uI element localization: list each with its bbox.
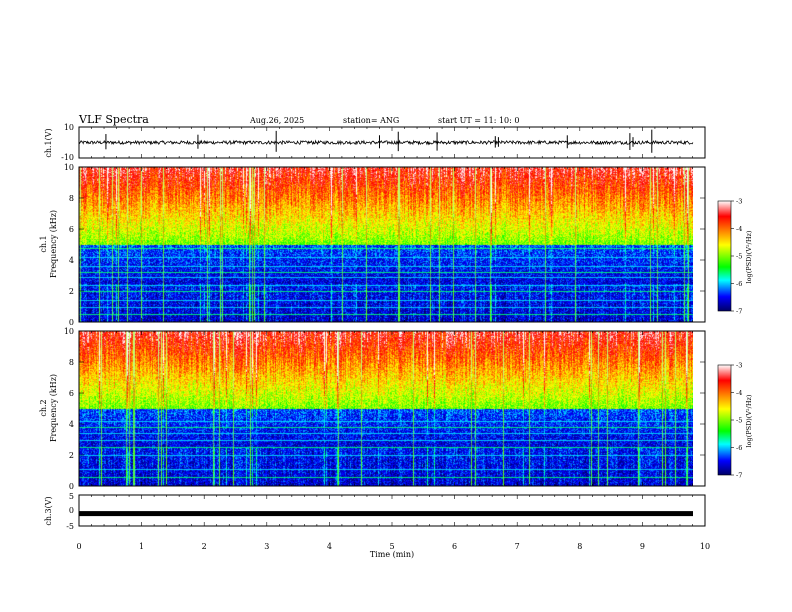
ch3-ytick-bottom: -5	[66, 522, 74, 531]
ch3-waveform-frame	[78, 494, 706, 527]
freq-tick-label: 10	[64, 327, 74, 336]
ch2-spectrogram-image	[79, 331, 693, 486]
ch1-waveform-line	[78, 139, 694, 146]
ch1-waveform-ylabel: ch.1(V)	[44, 128, 53, 157]
x-tick-label: 2	[202, 542, 207, 551]
ch1-waveform-panel: 10 -10 ch.1(V)	[44, 123, 706, 162]
colorbar-tick-label: -6	[736, 280, 742, 288]
freq-tick-label: 2	[69, 287, 74, 296]
colorbar-tick-label: -7	[736, 308, 742, 316]
ch1-spectrogram-image	[79, 167, 693, 322]
freq-tick-label: 0	[69, 482, 74, 491]
ch1-ytick-top: 10	[64, 123, 74, 132]
freq-tick-label: 8	[69, 358, 74, 367]
freq-tick-label: 4	[69, 420, 74, 429]
ch1-spectrogram-panel: 10 8 6 4 2 0 ch.1 Frequency (kHz)	[39, 163, 706, 327]
x-tick-label: 1	[139, 542, 144, 551]
colorbar-tick-label: -4	[736, 389, 742, 397]
x-tick-label: 0	[76, 542, 81, 551]
x-tick-label: 9	[640, 542, 645, 551]
colorbar-tick-label: -3	[736, 362, 742, 370]
x-tick-label: 6	[452, 542, 457, 551]
station-label: station= ANG	[343, 116, 399, 125]
ch2-spectrogram-frame	[78, 330, 706, 487]
start-ut-label: start UT = 11: 10: 0	[438, 116, 519, 125]
ch1-colorbar-gradient	[717, 200, 732, 312]
colorbar-tick-label: -3	[736, 198, 742, 206]
ch3-ytick-mid: 0	[69, 506, 74, 515]
x-tick-label: 4	[327, 542, 332, 551]
x-tick-label: 10	[700, 542, 710, 551]
freq-tick-label: 4	[69, 256, 74, 265]
ch3-ytick-top: 5	[69, 492, 74, 501]
date-label: Aug.26, 2025	[249, 116, 304, 125]
freq-tick-label: 10	[64, 163, 74, 172]
ch2-spectrogram-ylabel-a: ch.2	[39, 399, 48, 416]
ch2-colorbar-label: log(PSD)(V²/Hz)	[745, 394, 753, 447]
freq-tick-label: 0	[69, 318, 74, 327]
ch1-waveform-frame	[78, 126, 706, 159]
colorbar-tick-label: -5	[736, 253, 742, 261]
x-tick-label: 7	[515, 542, 520, 551]
ch1-colorbar: -3 -4 -5 -6 -7 log(PSD)(V²/Hz)	[717, 198, 753, 316]
ch1-ytick-bottom: -10	[61, 153, 74, 162]
ch3-waveform-line	[79, 511, 693, 517]
x-tick-label: 3	[264, 542, 269, 551]
colorbar-tick-label: -6	[736, 444, 742, 452]
ch2-spectrogram-panel: 10 8 6 4 2 0 ch.2 Frequency (kHz)	[39, 327, 706, 491]
ch1-spectrogram-frame	[78, 166, 706, 323]
ch2-spectrogram-ylabel-b: Frequency (kHz)	[49, 374, 58, 442]
figure-title: VLF Spectra	[78, 113, 149, 126]
ch2-colorbar-gradient	[717, 364, 732, 476]
freq-tick-label: 6	[69, 225, 74, 234]
x-axis-label: Time (min)	[370, 550, 414, 559]
x-tick-label: 5	[389, 542, 394, 551]
ch1-spectrogram-ylabel-b: Frequency (kHz)	[49, 210, 58, 278]
ch3-waveform-panel: 5 0 -5 ch.3(V)	[44, 492, 706, 531]
colorbar-tick-label: -4	[736, 225, 742, 233]
freq-tick-label: 8	[69, 194, 74, 203]
ch2-colorbar: -3 -4 -5 -6 -7 log(PSD)(V²/Hz)	[717, 362, 753, 480]
freq-tick-label: 6	[69, 389, 74, 398]
ch1-spectrogram-ylabel-a: ch.1	[39, 235, 48, 252]
colorbar-tick-label: -7	[736, 472, 742, 480]
freq-tick-label: 2	[69, 451, 74, 460]
colorbar-tick-label: -5	[736, 417, 742, 425]
x-tick-label: 8	[577, 542, 582, 551]
ch3-waveform-ylabel: ch.3(V)	[44, 496, 53, 525]
ch1-colorbar-label: log(PSD)(V²/Hz)	[745, 230, 753, 283]
